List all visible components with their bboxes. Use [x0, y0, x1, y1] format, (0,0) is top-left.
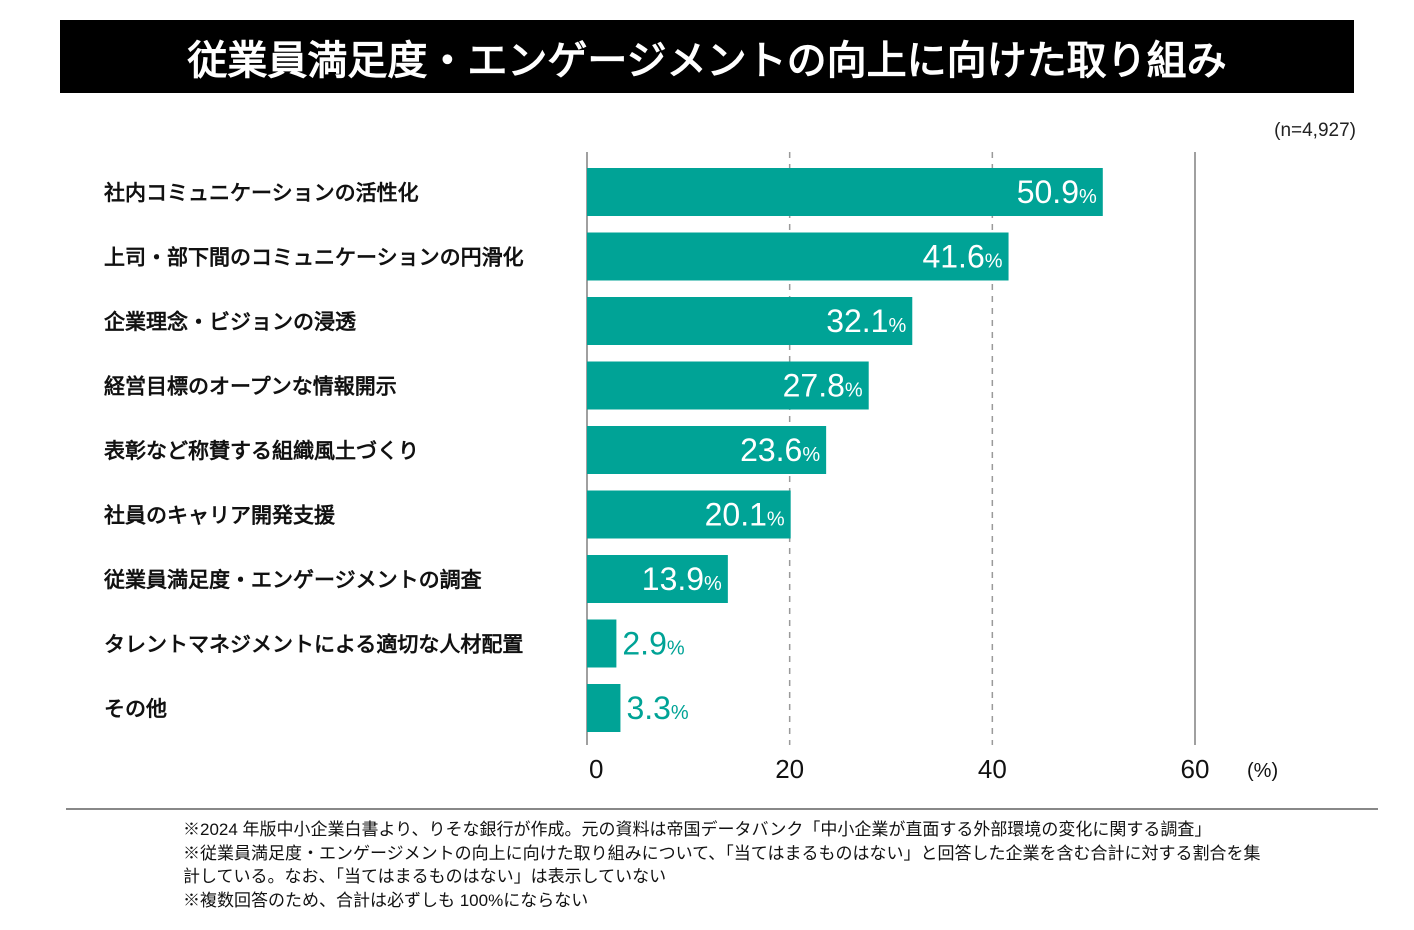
data-label: 2.9% — [622, 626, 684, 662]
data-label: 50.9% — [1017, 174, 1097, 210]
footnote: ※2024 年版中小企業白書より、りそな銀行が作成。元の資料は帝国データバンク「… — [183, 820, 1212, 839]
footnote: ※複数回答のため、合計は必ずしも 100%にならない — [183, 890, 589, 910]
category-label: タレントマネジメントによる適切な人材配置 — [104, 633, 523, 657]
bar — [587, 684, 621, 732]
footnotes: ※2024 年版中小企業白書より、りそな銀行が作成。元の資料は帝国データバンク「… — [183, 818, 1393, 912]
data-label: 23.6% — [740, 432, 820, 468]
footnote: 計している。なお、「当てはまるものはない」は表示していない — [183, 867, 667, 886]
bar — [587, 297, 913, 345]
category-label: 企業理念・ビジョンの浸透 — [103, 310, 357, 334]
category-label: 経営目標のオープンな情報開示 — [104, 375, 397, 399]
data-label: 27.8% — [783, 368, 863, 404]
sample-size-label: (n=4,927) — [1274, 120, 1356, 141]
bar-chart: 0 20 40 60 (%) 社内コミュニケーションの活性化 50.9% 上司・部下間のコミュ… — [103, 152, 1278, 784]
x-tick-label: 0 — [589, 754, 603, 784]
category-label: 従業員満足度・エンゲージメントの調査 — [103, 568, 482, 592]
chart-title: 従業員満足度・エンゲージメントの向上に向けた取り組み — [187, 37, 1227, 84]
bar — [587, 555, 728, 603]
category-label: その他 — [104, 697, 167, 721]
x-tick-label: 20 — [775, 754, 804, 784]
x-unit-label: (%) — [1247, 760, 1278, 782]
bar — [587, 361, 869, 410]
data-label: 32.1% — [826, 303, 906, 339]
bar — [587, 232, 1009, 281]
data-label: 3.3% — [626, 690, 688, 726]
x-tick-label: 60 — [1181, 754, 1210, 784]
title-banner: 従業員満足度・エンゲージメントの向上に向けた取り組み — [60, 20, 1354, 93]
footnote: ※従業員満足度・エンゲージメントの向上に向けた取り組みについて、「当てはまるもの… — [183, 843, 1261, 863]
category-label: 社員のキャリア開発支援 — [103, 504, 336, 528]
footer-divider — [66, 808, 1378, 810]
category-label: 表彰など称賛する組織風土づくり — [104, 439, 419, 463]
bar — [587, 490, 791, 539]
category-label: 上司・部下間のコミュニケーションの円滑化 — [104, 246, 524, 270]
bar — [587, 168, 1103, 216]
bar — [587, 619, 617, 668]
data-label: 20.1% — [705, 497, 785, 533]
data-label: 41.6% — [922, 239, 1002, 275]
category-label: 社内コミュニケーションの活性化 — [103, 181, 419, 205]
data-label: 13.9% — [642, 561, 722, 597]
bar — [587, 426, 827, 474]
x-tick-label: 40 — [978, 754, 1007, 784]
